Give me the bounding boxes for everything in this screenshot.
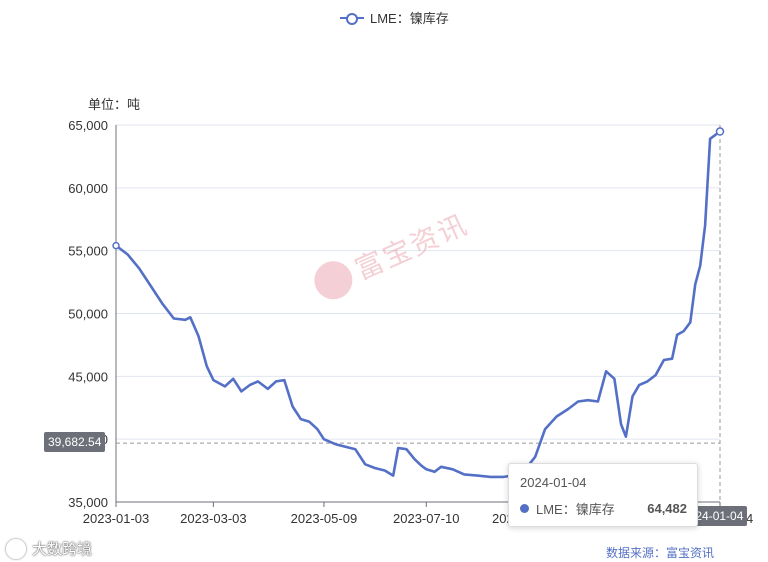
tooltip-value: 64,482: [647, 501, 687, 516]
data-point-first: [112, 241, 120, 250]
y-tick-label: 60,000: [68, 181, 108, 196]
x-tick-label: 2023-01-03: [83, 511, 150, 526]
y-axis-unit-label: 单位：吨: [88, 97, 141, 112]
corner-logo-icon: [6, 538, 26, 559]
chart-legend[interactable]: LME：镍库存: [340, 8, 449, 27]
y-tick-label: 35,000: [68, 495, 108, 510]
chart-tooltip: 2024-01-04 LME：镍库存 64,482: [508, 463, 698, 527]
legend-line-marker-icon: [340, 12, 364, 25]
corner-watermark: 大数跨境: [6, 538, 92, 559]
tooltip-series-dot-icon: [520, 504, 529, 513]
x-tick-label: 2023-05-09: [291, 511, 358, 526]
x-tick-label: 2023-07-10: [393, 511, 460, 526]
data-source-label: 数据来源：富宝资讯: [606, 546, 715, 560]
tooltip-date: 2024-01-04: [520, 475, 587, 490]
series-line: [114, 130, 722, 479]
tooltip-row: LME：镍库存 64,482: [520, 499, 687, 518]
series-layer: [112, 127, 725, 479]
y-tick-label: 55,000: [68, 244, 108, 259]
y-tick-label: 50,000: [68, 307, 108, 322]
crosshair-y-label: 39,682.54: [44, 432, 106, 452]
corner-watermark-text: 大数跨境: [32, 541, 93, 558]
data-point-last: [715, 127, 725, 136]
y-tick-label: 65,000: [68, 118, 108, 133]
legend-label: LME：镍库存: [370, 11, 449, 26]
y-tick-label: 45,000: [68, 369, 108, 384]
x-tick-label: 2023-03-03: [180, 511, 247, 526]
grid-layer: [116, 124, 720, 503]
tooltip-series-name: LME：镍库存: [536, 502, 615, 517]
